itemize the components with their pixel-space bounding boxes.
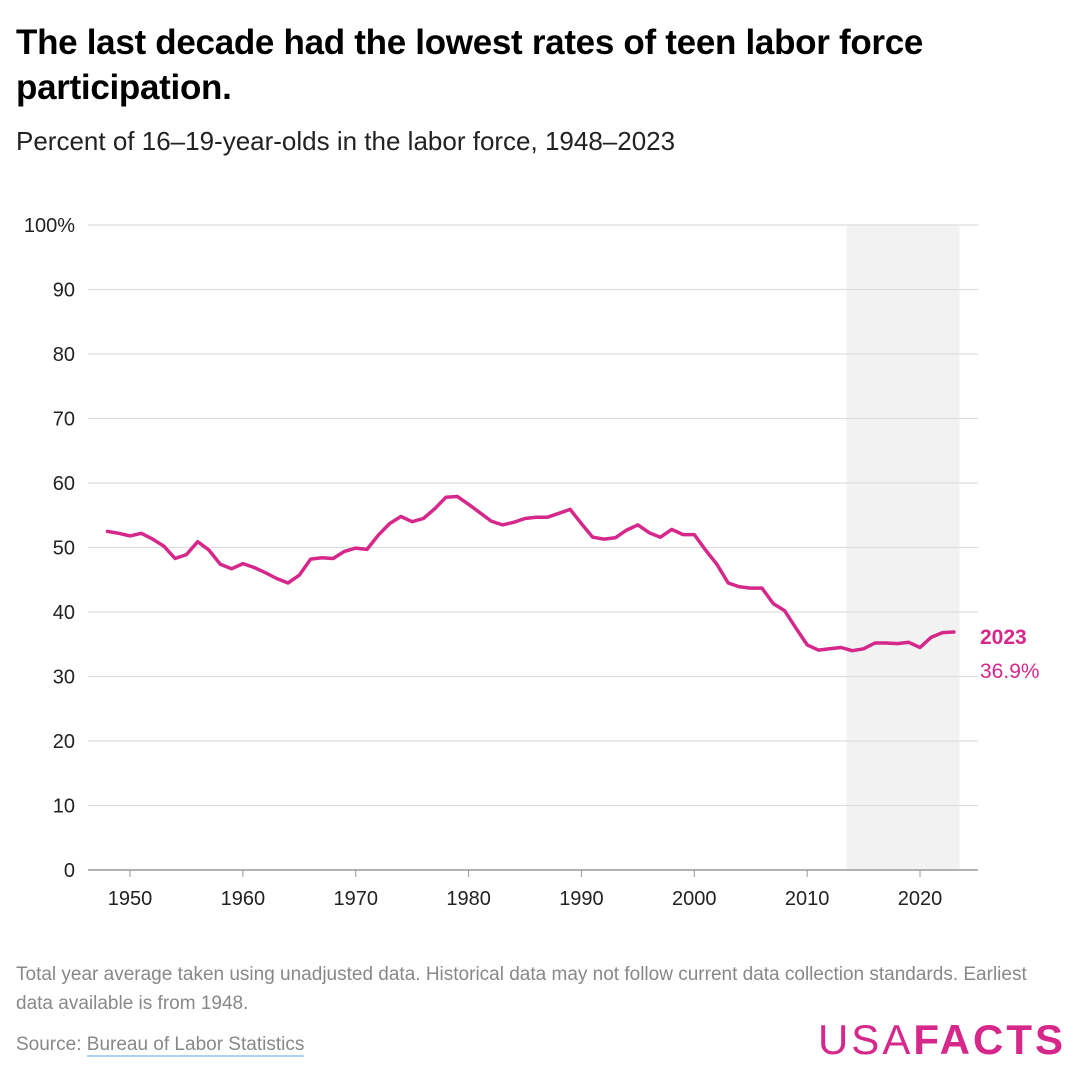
x-tick-label: 2000: [672, 888, 717, 910]
logo-facts: FACTS: [913, 1016, 1066, 1063]
logo-usa: USA: [817, 1016, 914, 1063]
y-tick-label: 90: [53, 280, 75, 302]
chart-subtitle: Percent of 16–19-year-olds in the labor …: [16, 126, 676, 156]
series-line: [105, 494, 956, 653]
x-tick-label: 2020: [898, 888, 943, 910]
y-tick-label: 80: [53, 344, 75, 366]
y-tick-label: 70: [53, 409, 75, 431]
chart-note: Total year average taken using unadjuste…: [16, 964, 1027, 1014]
y-tick-label: 30: [53, 667, 75, 689]
end-label-year: 2023: [980, 626, 1027, 649]
y-tick-label: 100%: [24, 215, 75, 237]
source-line: Source: Bureau of Labor Statistics: [16, 1034, 305, 1057]
y-tick-label: 50: [53, 538, 75, 560]
source-link[interactable]: Bureau of Labor Statistics: [86, 1034, 305, 1057]
end-label-value: 36.9%: [980, 660, 1040, 683]
y-tick-label: 60: [53, 473, 75, 495]
x-tick-label: 1970: [333, 888, 378, 910]
source-prefix: Source:: [16, 1034, 87, 1055]
x-tick-label: 2010: [785, 888, 830, 910]
x-tick-label: 1980: [446, 888, 491, 910]
y-tick-label: 40: [53, 602, 75, 624]
usafacts-logo: USAFACTS: [818, 1016, 1066, 1064]
line-chart: 0 10 20 30 40 50 60 70 80 90 100% 1950 1960 1970 1980 1…: [24, 215, 1040, 910]
x-tick-label: 1960: [221, 888, 266, 910]
x-tick-label: 1950: [108, 888, 153, 910]
y-tick-label: 0: [64, 860, 75, 882]
y-tick-label: 10: [53, 796, 75, 818]
x-tick-label: 1990: [559, 888, 604, 910]
y-tick-label: 20: [53, 731, 75, 753]
chart-title: The last decade had the lowest rates of …: [16, 23, 924, 107]
